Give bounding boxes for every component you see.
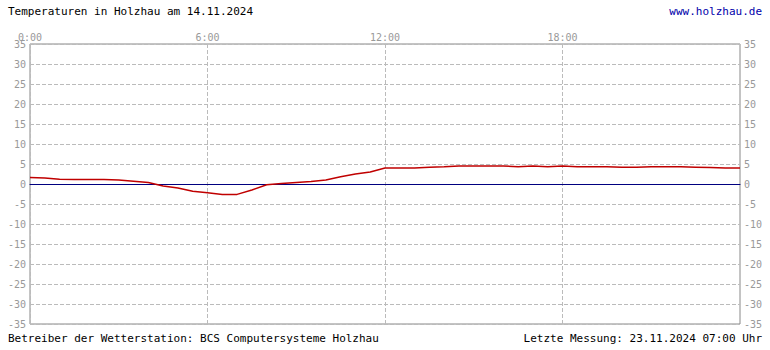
svg-text:-15: -15 xyxy=(744,239,762,250)
svg-text:6:00: 6:00 xyxy=(195,32,219,43)
svg-text:-35: -35 xyxy=(744,319,762,330)
svg-text:20: 20 xyxy=(14,99,26,110)
svg-text:-5: -5 xyxy=(14,199,26,210)
svg-text:18:00: 18:00 xyxy=(547,32,577,43)
svg-text:-20: -20 xyxy=(8,259,26,270)
svg-text:-10: -10 xyxy=(744,219,762,230)
svg-text:0: 0 xyxy=(744,179,750,190)
svg-text:30: 30 xyxy=(14,59,26,70)
svg-text:-15: -15 xyxy=(8,239,26,250)
svg-text:10: 10 xyxy=(744,139,756,150)
svg-text:Letzte Messung: 23.11.2024 07:: Letzte Messung: 23.11.2024 07:00 Uhr xyxy=(524,332,763,345)
svg-text:0: 0 xyxy=(20,179,26,190)
svg-text:-35: -35 xyxy=(8,319,26,330)
svg-text:30: 30 xyxy=(744,59,756,70)
svg-text:www.holzhau.de: www.holzhau.de xyxy=(669,5,762,18)
svg-text:35: 35 xyxy=(744,39,756,50)
svg-text:5: 5 xyxy=(744,159,750,170)
svg-text:-5: -5 xyxy=(744,199,756,210)
svg-text:25: 25 xyxy=(14,79,26,90)
svg-text:12:00: 12:00 xyxy=(370,32,400,43)
svg-text:20: 20 xyxy=(744,99,756,110)
svg-text:Betreiber der Wetterstation: B: Betreiber der Wetterstation: BCS Compute… xyxy=(8,332,379,345)
svg-text:15: 15 xyxy=(744,119,756,130)
svg-text:10: 10 xyxy=(14,139,26,150)
svg-text:35: 35 xyxy=(14,38,26,50)
svg-text:0:00: 0:00 xyxy=(18,32,42,43)
svg-text:15: 15 xyxy=(14,119,26,130)
svg-text:-25: -25 xyxy=(744,279,762,290)
svg-text:-25: -25 xyxy=(8,279,26,290)
svg-text:-10: -10 xyxy=(8,219,26,230)
svg-text:25: 25 xyxy=(744,79,756,90)
svg-text:-30: -30 xyxy=(744,299,762,310)
svg-text:5: 5 xyxy=(20,159,26,170)
svg-text:Temperaturen in Holzhau am 14.: Temperaturen in Holzhau am 14.11.2024 xyxy=(8,5,253,18)
svg-text:-20: -20 xyxy=(744,259,762,270)
svg-text:-30: -30 xyxy=(8,299,26,310)
